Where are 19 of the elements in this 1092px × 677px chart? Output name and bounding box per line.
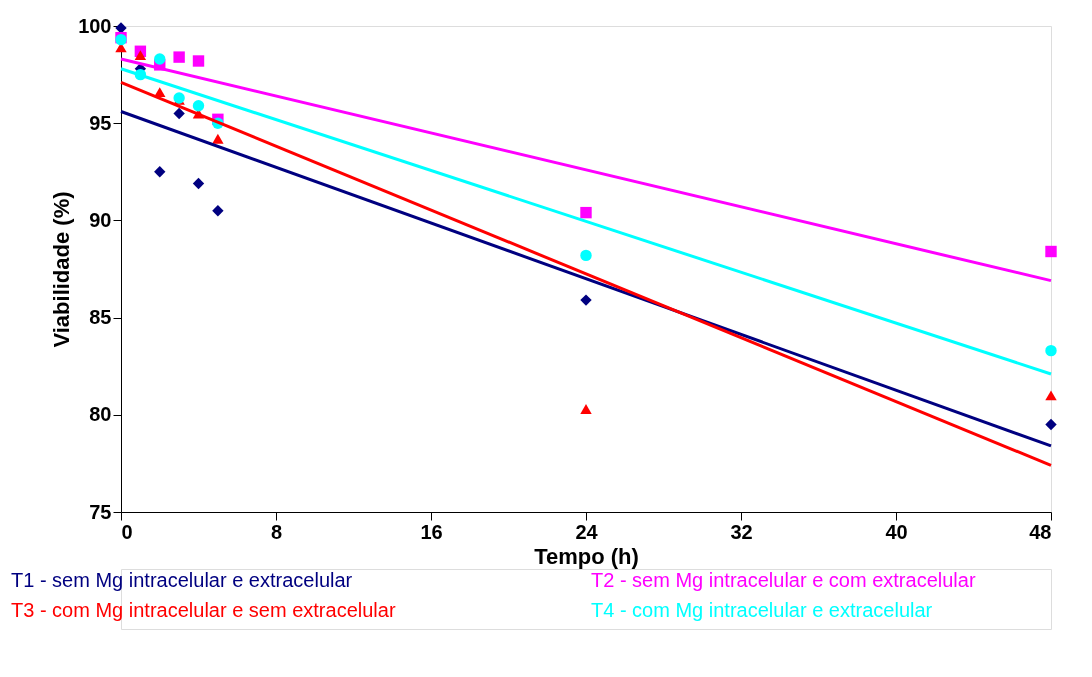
text: T2 - sem Mg intracelular e com extracelular bbox=[591, 569, 976, 591]
y-tick-label: 85 bbox=[89, 306, 112, 329]
x-tick-label: 8 bbox=[270, 520, 283, 543]
y-axis-title: Viabilidade (%) bbox=[49, 191, 75, 348]
x-tick-label: 16 bbox=[420, 520, 443, 543]
y-tick-label: 80 bbox=[89, 403, 112, 426]
x-tick-label: 0 bbox=[121, 520, 133, 543]
x-tick-label: 32 bbox=[730, 520, 753, 543]
y-tick-label: 100 bbox=[78, 14, 112, 37]
x-axis-title: Tempo (h) bbox=[534, 543, 639, 569]
text: T4 - com Mg intracelular e extracelular bbox=[591, 599, 933, 621]
x-tick-label: 40 bbox=[885, 520, 908, 543]
text: T1 - sem Mg intracelular e extracelular bbox=[11, 569, 353, 591]
text: T3 - com Mg intracelular e sem extracelular bbox=[11, 599, 396, 621]
y-tick-label: 95 bbox=[89, 111, 112, 134]
x-tick-label: 24 bbox=[575, 520, 599, 543]
x-tick-label: 48 bbox=[1029, 520, 1052, 543]
y-tick-label: 75 bbox=[89, 500, 112, 523]
y-tick-label: 90 bbox=[89, 208, 112, 231]
